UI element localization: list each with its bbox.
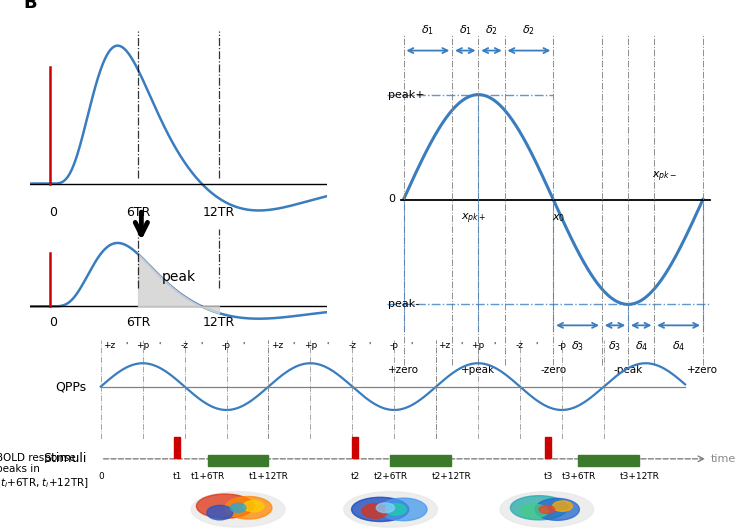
- Ellipse shape: [344, 492, 437, 527]
- Text: -z: -z: [348, 340, 356, 350]
- Ellipse shape: [385, 504, 406, 515]
- Text: $x_0$: $x_0$: [552, 212, 565, 224]
- Text: $\delta_3$: $\delta_3$: [571, 339, 584, 353]
- Text: +z: +z: [271, 340, 283, 350]
- Ellipse shape: [510, 496, 568, 520]
- Text: 0: 0: [49, 316, 57, 329]
- Text: t1: t1: [173, 472, 182, 481]
- Text: $\delta_3$: $\delta_3$: [609, 339, 621, 353]
- Text: -zero: -zero: [540, 365, 566, 375]
- Text: 6TR: 6TR: [126, 316, 150, 329]
- Text: ': ': [577, 342, 580, 351]
- Text: ': ': [461, 342, 463, 351]
- Text: -peak: -peak: [614, 365, 643, 375]
- Ellipse shape: [500, 492, 594, 527]
- Text: +peak: +peak: [461, 365, 496, 375]
- Ellipse shape: [539, 505, 555, 513]
- Text: +p: +p: [136, 340, 150, 350]
- Text: $\delta_4$: $\delta_4$: [635, 339, 648, 353]
- Text: +p: +p: [472, 340, 484, 350]
- Text: t1+6TR: t1+6TR: [190, 472, 225, 481]
- Text: $\delta_1$: $\delta_1$: [459, 23, 472, 37]
- Bar: [391, 455, 452, 467]
- Text: QPPs: QPPs: [56, 380, 86, 393]
- Ellipse shape: [191, 492, 285, 527]
- Ellipse shape: [352, 497, 409, 521]
- Text: ': ': [536, 342, 538, 351]
- Text: t2+6TR: t2+6TR: [373, 472, 408, 481]
- Text: 12TR: 12TR: [203, 206, 235, 219]
- Ellipse shape: [243, 501, 264, 512]
- Bar: [545, 437, 551, 458]
- Ellipse shape: [362, 504, 388, 518]
- Text: +zero: +zero: [388, 365, 419, 375]
- Text: peak-: peak-: [388, 300, 420, 310]
- Bar: [174, 437, 180, 458]
- Text: +z: +z: [103, 340, 115, 350]
- Text: ': ': [410, 342, 412, 351]
- Ellipse shape: [519, 504, 548, 518]
- Text: t3+6TR: t3+6TR: [561, 472, 595, 481]
- Text: peak+: peak+: [388, 89, 425, 99]
- Text: $\delta_1$: $\delta_1$: [421, 23, 434, 37]
- Text: -p: -p: [222, 340, 231, 350]
- Text: t3+12TR: t3+12TR: [620, 472, 659, 481]
- Text: t3: t3: [543, 472, 553, 481]
- Text: -z: -z: [516, 340, 524, 350]
- Bar: [352, 437, 358, 458]
- Text: $\delta_2$: $\delta_2$: [522, 23, 536, 37]
- Text: +z: +z: [438, 340, 451, 350]
- Text: $x_{pk+}$: $x_{pk+}$: [461, 212, 487, 227]
- Text: 0: 0: [98, 472, 103, 481]
- Text: $\delta_2$: $\delta_2$: [485, 23, 498, 37]
- Text: B: B: [23, 0, 36, 12]
- Text: 0: 0: [49, 206, 57, 219]
- Text: BOLD response
peaks in
[$t_i$+6TR, $t_i$+12TR]: BOLD response peaks in [$t_i$+6TR, $t_i$…: [0, 453, 89, 491]
- Text: 0: 0: [388, 195, 395, 204]
- Text: t2: t2: [350, 472, 359, 481]
- Ellipse shape: [207, 505, 233, 520]
- Ellipse shape: [380, 498, 427, 521]
- Text: t1+12TR: t1+12TR: [248, 472, 289, 481]
- Text: 6TR: 6TR: [126, 206, 150, 219]
- Text: 12TR: 12TR: [203, 316, 235, 329]
- Ellipse shape: [553, 501, 572, 511]
- Text: time: time: [711, 454, 736, 464]
- Text: -p: -p: [557, 340, 566, 350]
- Text: $\delta_4$: $\delta_4$: [672, 339, 685, 353]
- Bar: [208, 455, 269, 467]
- Ellipse shape: [231, 503, 246, 512]
- Text: ': ': [326, 342, 328, 351]
- Text: -p: -p: [390, 340, 399, 350]
- Bar: [578, 455, 639, 467]
- Text: ': ': [243, 342, 245, 351]
- Ellipse shape: [376, 503, 394, 513]
- Text: t2+12TR: t2+12TR: [432, 472, 471, 481]
- Text: -z: -z: [181, 340, 189, 350]
- Ellipse shape: [196, 494, 254, 518]
- Text: Stimuli: Stimuli: [43, 452, 86, 466]
- Ellipse shape: [535, 498, 580, 520]
- Text: $x_{pk-}$: $x_{pk-}$: [652, 169, 677, 184]
- Text: ': ': [368, 342, 371, 351]
- Text: +p: +p: [304, 340, 317, 350]
- Ellipse shape: [225, 496, 272, 519]
- Text: ': ': [125, 342, 127, 351]
- Text: +zero: +zero: [687, 365, 719, 375]
- Text: ': ': [494, 342, 496, 351]
- Text: ': ': [200, 342, 202, 351]
- Text: peak: peak: [161, 270, 196, 284]
- Text: ': ': [292, 342, 295, 351]
- Text: ': ': [158, 342, 161, 351]
